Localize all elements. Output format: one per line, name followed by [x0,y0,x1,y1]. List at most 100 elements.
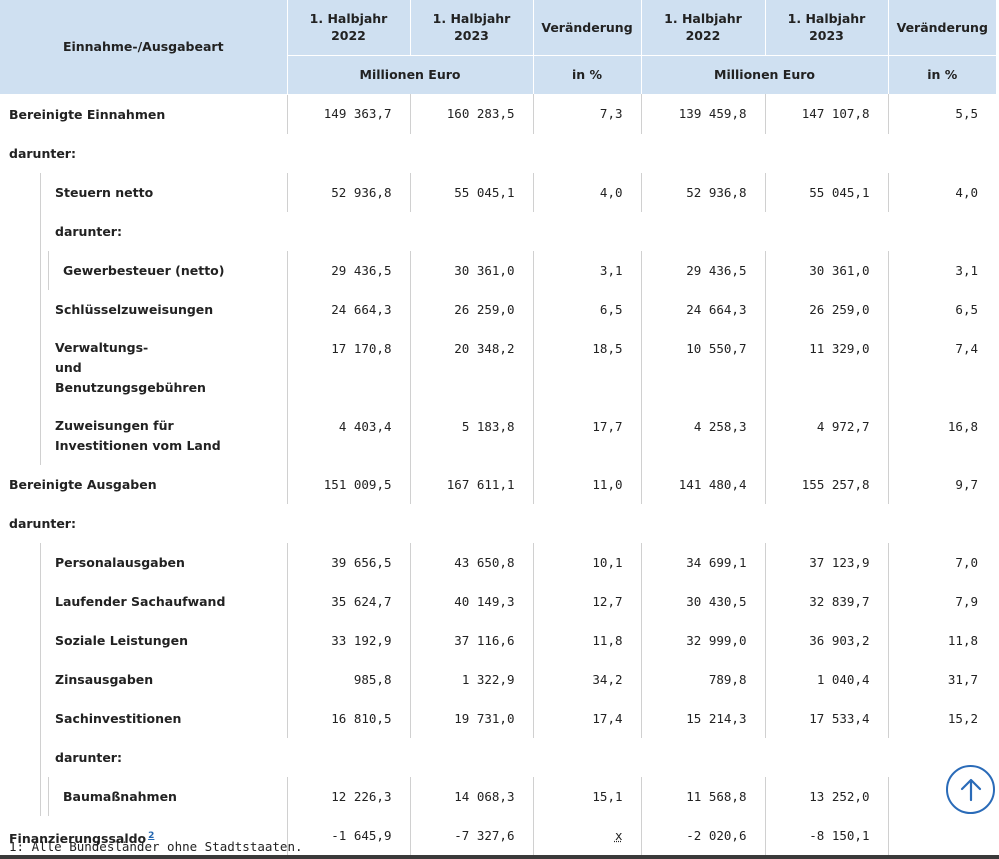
cell-value: 39 656,5 [286,542,410,582]
cell-empty [410,212,533,251]
row-label: Zinsausgaben [0,659,287,699]
cell-value: x [532,815,641,858]
cell-value: 4 258,3 [640,406,765,465]
table-row: darunter: [0,211,996,251]
cell-value: 17 533,4 [764,698,888,738]
scroll-to-top-button[interactable] [946,765,995,814]
cell-empty [641,738,765,777]
row-label: Baumaßnahmen [0,776,287,816]
cell-value: 1 040,4 [764,659,888,699]
header-type: Einnahme-/Ausgabeart [0,0,288,95]
cell-empty [533,212,641,251]
cell-value: 55 045,1 [409,172,533,212]
cell-empty [888,504,996,543]
cell-value: 6,5 [532,289,641,329]
cell-empty [410,134,533,173]
cell-value: 3,1 [532,250,641,290]
table-row: darunter: [0,737,996,777]
cell-value: 4,0 [532,172,641,212]
cell-value: 4,0 [887,172,996,212]
cell-empty [287,738,410,777]
cell-value: 7,0 [887,542,996,582]
row-label: Steuern netto [0,172,287,212]
table-row: darunter: [0,134,996,173]
cell-value: 36 903,2 [764,620,888,660]
cell-value: 16,8 [887,406,996,465]
row-label: Verwaltungs- und Benutzungsgebühren [0,328,287,407]
cell-value: -8 150,1 [764,815,888,858]
cell-empty [765,504,888,543]
cell-value: 149 363,7 [286,94,410,134]
cell-value: 160 283,5 [409,94,533,134]
cell-value: 10 550,7 [640,328,765,407]
arrow-up-icon [960,778,981,801]
cell-value: 52 936,8 [640,172,765,212]
cell-value: 29 436,5 [640,250,765,290]
table-header: Einnahme-/Ausgabeart 1. Halbjahr 2022 1.… [0,0,996,95]
cell-value [887,815,996,858]
bottom-divider [0,855,999,859]
row-label: darunter: [0,211,287,251]
cell-value: 34 699,1 [640,542,765,582]
cell-empty [533,134,641,173]
cell-value: 55 045,1 [764,172,888,212]
row-label: Bereinigte Einnahmen [9,106,166,122]
cell-value: 151 009,5 [286,464,410,504]
cell-value: 11,0 [532,464,641,504]
cell-value: 40 149,3 [409,581,533,621]
table-row: Finanzierungssaldo 2 -1 645,9 -7 327,6 x … [0,815,996,858]
cell-value: 34,2 [532,659,641,699]
cell-value: 11 329,0 [764,328,888,407]
cell-value: 24 664,3 [286,289,410,329]
cell-empty [533,504,641,543]
cell-empty [641,504,765,543]
cell-value: 32 999,0 [640,620,765,660]
cell-value: 4 972,7 [764,406,888,465]
table-row: Bereinigte Ausgaben 151 009,5 167 611,1 … [0,464,996,504]
row-label: Finanzierungssaldo 2 [0,816,287,858]
row-label: darunter: [0,737,287,777]
cell-value: 789,8 [640,659,765,699]
header-unit-mio-b: Millionen Euro [641,55,889,94]
table-row: Zuweisungen für Investitionen vom Land 4… [0,406,996,465]
cell-value: 19 731,0 [409,698,533,738]
cell-value: 15 214,3 [640,698,765,738]
row-label: Soziale Leistungen [0,620,287,660]
cell-empty [765,212,888,251]
cell-value: 14 068,3 [409,776,533,816]
footnote-link[interactable]: 2 [148,830,155,841]
cell-empty [641,134,765,173]
cell-value: 26 259,0 [764,289,888,329]
cell-value: 30 430,5 [640,581,765,621]
cell-value: 985,8 [286,659,410,699]
cell-value: 11,8 [532,620,641,660]
cell-value: 147 107,8 [764,94,888,134]
header-h1-2023-b: 1. Halbjahr 2023 [765,0,889,56]
row-label-text: Finanzierungssaldo [9,830,147,846]
cell-value: 33 192,9 [286,620,410,660]
table-body: Bereinigte Einnahmen 149 363,7 160 283,5… [0,94,996,858]
cell-value: 139 459,8 [640,94,765,134]
table-row: Gewerbesteuer (netto) 29 436,5 30 361,0 … [0,250,996,290]
cell-empty [287,212,410,251]
cell-value: 20 348,2 [409,328,533,407]
table-row: Verwaltungs- und Benutzungsgebühren 17 1… [0,328,996,407]
cell-empty [765,134,888,173]
cell-value: 12 226,3 [286,776,410,816]
row-label: Sachinvestitionen [0,698,287,738]
cell-value: 12,7 [532,581,641,621]
cell-value: -2 020,6 [640,815,765,858]
cell-value: 29 436,5 [286,250,410,290]
cell-value: 4 403,4 [286,406,410,465]
header-change-a: Veränderung [533,0,642,56]
header-unit-pct-b: in % [888,55,996,94]
cell-value: 15,1 [532,776,641,816]
cell-value: 1 322,9 [409,659,533,699]
table-row: Bereinigte Einnahmen 149 363,7 160 283,5… [0,94,996,134]
cell-value: 3,1 [887,250,996,290]
cell-value: 30 361,0 [409,250,533,290]
cell-value: 11,8 [887,620,996,660]
cell-empty [287,504,410,543]
row-label: Laufender Sachaufwand [0,581,287,621]
